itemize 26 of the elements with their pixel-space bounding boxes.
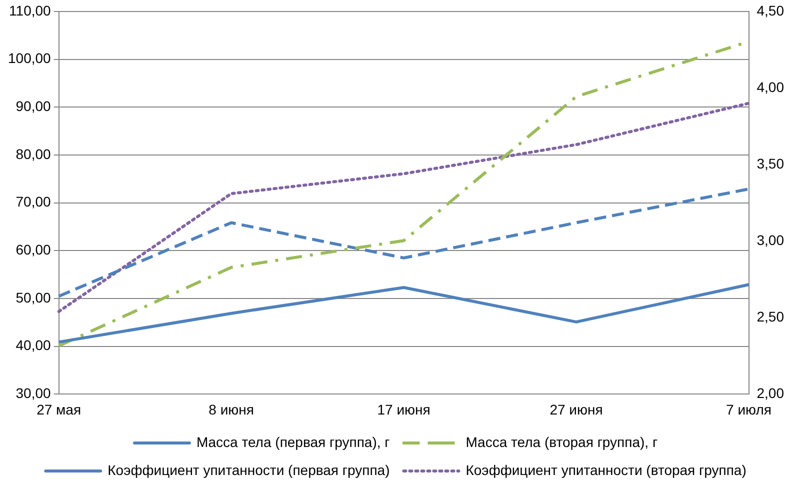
x-tick-label: 8 июня (208, 401, 254, 418)
y2-tick-label: 2,00 (756, 385, 784, 402)
legend-label: Коэффициент упитанности (вторая группа) (466, 462, 746, 478)
x-tick-label: 27 мая (36, 401, 82, 418)
y-tick-label: 40,00 (16, 337, 52, 354)
legend-label: Коэффициент упитанности (первая группа) (108, 462, 390, 478)
y2-tick-label: 4,00 (756, 78, 784, 95)
y-tick-label: 30,00 (16, 385, 52, 402)
legend-label: Масса тела (первая группа), г (196, 434, 390, 450)
x-tick-label: 17 июня (377, 401, 430, 418)
y-tick-label: 110,00 (9, 2, 52, 18)
x-tick-label: 7 июля (726, 401, 772, 418)
x-tick-label: 27 июня (550, 401, 603, 418)
y-tick-label: 70,00 (16, 194, 52, 210)
legend-label: Масса тела (вторая группа), г (466, 434, 658, 450)
line-series (57, 102, 750, 314)
y-tick-label: 60,00 (16, 242, 52, 258)
y2-tick-label: 2,50 (756, 308, 784, 324)
y-tick-label: 50,00 (16, 289, 52, 306)
y-tick-label: 100,00 (8, 50, 52, 66)
y2-tick-label: 3,00 (756, 232, 784, 248)
y-tick-label: 80,00 (16, 146, 52, 162)
y-tick-label: 90,00 (16, 98, 52, 114)
y2-tick-label: 4,50 (756, 2, 784, 18)
y2-tick-label: 3,50 (756, 155, 784, 172)
line-series (57, 188, 750, 298)
